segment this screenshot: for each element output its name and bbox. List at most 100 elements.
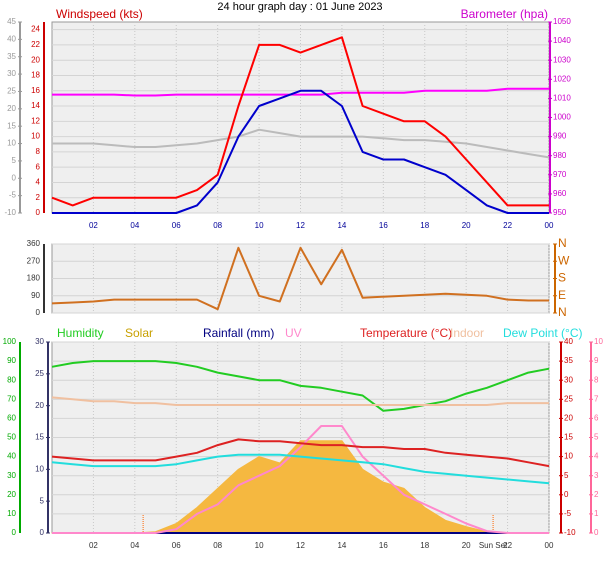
y-tick-label: 5 — [12, 156, 17, 165]
y-tick-label: -10 — [4, 208, 16, 217]
y-tick-label: 960 — [553, 189, 567, 198]
x-tick-label: 08 — [213, 221, 222, 230]
y-tick-label: N — [558, 305, 567, 319]
y-tick-label: 0 — [594, 528, 599, 537]
y-tick-label: 60 — [7, 414, 16, 423]
x-tick-label: 04 — [130, 541, 139, 550]
x-tick-label: 22 — [503, 221, 512, 230]
y-tick-label: 30 — [7, 471, 16, 480]
legend-entry: UV — [285, 326, 302, 340]
legend-entry: Humidity — [57, 326, 104, 340]
y-tick-label: -10 — [564, 528, 576, 537]
y-tick-label: 0 — [40, 528, 45, 537]
x-tick-label: 16 — [379, 541, 388, 550]
y-tick-label: 2 — [594, 490, 599, 499]
y-tick-label: 0 — [12, 173, 17, 182]
y-tick-label: 6 — [36, 162, 41, 171]
y-tick-label: 10 — [7, 509, 16, 518]
y-tick-label: 180 — [27, 274, 41, 283]
y-tick-label: 50 — [7, 433, 16, 442]
x-tick-label: 00 — [545, 221, 554, 230]
x-tick-label: 06 — [172, 221, 181, 230]
y-tick-label: 5 — [40, 496, 45, 505]
y-tick-label: 10 — [7, 139, 16, 148]
y-tick-label: 30 — [564, 375, 573, 384]
y2-axis-label: Barometer (hpa) — [461, 7, 548, 21]
x-tick-label: 12 — [296, 221, 305, 230]
y-tick-label: 0 — [36, 208, 41, 217]
y-tick-label: 70 — [7, 394, 16, 403]
y-tick-label: 5 — [594, 433, 599, 442]
line — [52, 89, 549, 214]
y-tick-label: 7 — [594, 394, 599, 403]
y-tick-label: 10 — [594, 337, 603, 346]
y-tick-label: 45 — [7, 17, 16, 26]
y-tick-label: 20 — [35, 401, 44, 410]
y-tick-label: 25 — [7, 87, 16, 96]
y-tick-label: 90 — [31, 291, 40, 300]
y-tick-label: 20 — [7, 490, 16, 499]
y-tick-label: 5 — [564, 471, 569, 480]
y-tick-label: 360 — [27, 239, 41, 248]
line — [51, 438, 550, 468]
y-tick-label: 6 — [594, 414, 599, 423]
y-tick-label: 40 — [7, 34, 16, 43]
x-tick-label: 04 — [130, 221, 139, 230]
line — [51, 36, 549, 207]
line — [52, 425, 549, 534]
y-tick-label: -5 — [564, 509, 572, 518]
y-tick-label: N — [558, 236, 567, 250]
y-tick-label: 3 — [594, 471, 599, 480]
y-tick-label: 15 — [564, 433, 573, 442]
y-tick-label: 1010 — [553, 94, 571, 103]
y-tick-label: 20 — [7, 104, 16, 113]
y-tick-label: 30 — [7, 69, 16, 78]
y-tick-label: 100 — [3, 337, 17, 346]
line — [52, 87, 549, 97]
annotation: Sun Set — [479, 541, 508, 550]
chart-title: 24 hour graph day : 01 June 2023 — [217, 1, 382, 13]
y-tick-label: 25 — [564, 394, 573, 403]
y-tick-label: 10 — [31, 132, 40, 141]
y-tick-label: 1030 — [553, 55, 571, 64]
y-tick-label: 0 — [36, 308, 41, 317]
x-tick-label: 20 — [462, 541, 471, 550]
y-tick-label: 20 — [564, 414, 573, 423]
y-tick-label: E — [558, 288, 566, 302]
y-tick-label: 4 — [36, 178, 41, 187]
y-tick-label: 40 — [564, 337, 573, 346]
y-tick-label: 1040 — [553, 36, 571, 45]
y-tick-label: 15 — [35, 433, 44, 442]
y-tick-label: 90 — [7, 356, 16, 365]
y-tick-label: 30 — [35, 337, 44, 346]
y-tick-label: 0 — [12, 528, 17, 537]
x-tick-label: 02 — [89, 221, 98, 230]
y-tick-label: 990 — [553, 132, 567, 141]
y-tick-label: S — [558, 271, 566, 285]
y-tick-label: 14 — [31, 101, 40, 110]
y-tick-label: 35 — [7, 52, 16, 61]
y-tick-label: 16 — [31, 86, 40, 95]
y-tick-label: 270 — [27, 256, 41, 265]
y-tick-label: W — [558, 253, 570, 267]
y-tick-label: 15 — [7, 121, 16, 130]
line — [51, 246, 549, 311]
y-tick-label: 1020 — [553, 74, 571, 83]
y-tick-label: 18 — [31, 71, 40, 80]
legend-entry: Solar — [125, 326, 153, 340]
x-tick-label: 08 — [213, 541, 222, 550]
y-tick-label: 40 — [7, 452, 16, 461]
line — [51, 396, 549, 406]
y-tick-label: 80 — [7, 375, 16, 384]
y-tick-label: 24 — [31, 25, 40, 34]
x-tick-label: 20 — [462, 221, 471, 230]
y-tick-label: 4 — [594, 452, 599, 461]
y-tick-label: 1050 — [553, 17, 571, 26]
y-tick-label: 9 — [594, 356, 599, 365]
x-tick-label: 00 — [545, 541, 554, 550]
y-tick-label: 1000 — [553, 113, 571, 122]
x-tick-label: 10 — [255, 541, 264, 550]
y-tick-label: 12 — [31, 116, 40, 125]
y-tick-label: 25 — [35, 369, 44, 378]
